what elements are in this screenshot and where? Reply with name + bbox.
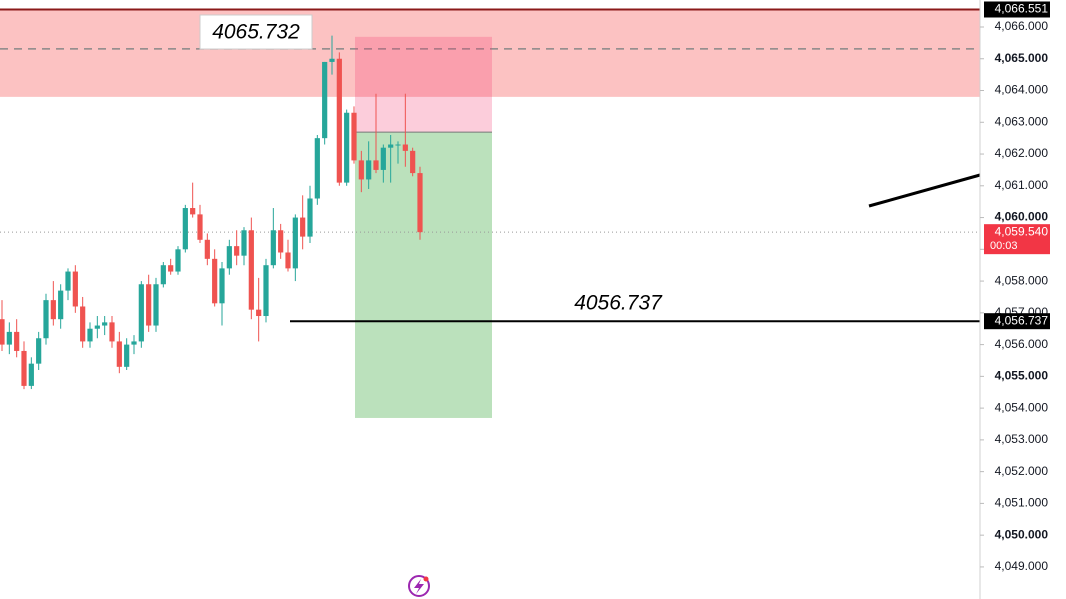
candle-body (80, 306, 86, 342)
price-label: 4,059.540 (995, 224, 1049, 238)
candle-body (336, 58, 342, 183)
y-tick-label: 4,051.000 (995, 496, 1049, 510)
candle-body (87, 328, 93, 342)
candle-body (131, 341, 137, 345)
annotation-box (199, 14, 313, 50)
candle-body (417, 173, 423, 233)
y-tick-label: 4,060.000 (995, 210, 1049, 224)
candle-body (314, 138, 320, 199)
stop-zone (355, 36, 492, 133)
candle-body (395, 144, 401, 146)
candle-body (43, 300, 49, 339)
y-tick-label: 4,053.000 (995, 432, 1049, 446)
price-label-box (984, 224, 1050, 255)
candle-body (278, 230, 284, 253)
candle-body (124, 344, 130, 367)
candle-body (160, 265, 166, 285)
candle-body (263, 265, 269, 317)
candle-body (109, 322, 115, 342)
candle-body (28, 363, 34, 386)
candle-body (21, 350, 27, 386)
candle-body (380, 147, 386, 170)
candle-body (219, 268, 225, 304)
candle-body (241, 230, 247, 256)
y-tick-label: 4,052.000 (995, 464, 1049, 478)
y-tick-label: 4,064.000 (995, 83, 1049, 97)
target-zone (355, 132, 492, 418)
candle-body (373, 160, 379, 170)
candle-body (285, 252, 291, 269)
candle-body (270, 230, 276, 266)
candle-body (234, 246, 240, 256)
y-tick-label: 4,062.000 (995, 146, 1049, 160)
price-label-box (984, 1, 1050, 18)
candle-body (212, 258, 218, 304)
candle-body (0, 319, 5, 345)
y-tick-label: 4,054.000 (995, 400, 1049, 414)
candle-body (256, 309, 262, 317)
candle-body (168, 265, 174, 272)
y-tick-label: 4,055.000 (995, 369, 1049, 383)
candle-body (322, 61, 328, 139)
annotation: 4056.737 (574, 292, 663, 315)
candle-body (182, 208, 188, 250)
candle-body (329, 58, 335, 62)
candle-body (226, 246, 232, 269)
y-tick-label: 4,063.000 (995, 114, 1049, 128)
candle-body (94, 325, 100, 329)
candle-body (292, 217, 298, 269)
candle-body (58, 290, 64, 320)
y-tick-label: 4,049.000 (995, 559, 1049, 573)
candle-body (6, 331, 12, 345)
candle-body (65, 271, 71, 291)
candle-body (175, 249, 181, 272)
candle-body (402, 144, 408, 151)
candle-body (366, 160, 372, 180)
trend-line (868, 173, 981, 208)
countdown: 00:03 (990, 240, 1018, 252)
candle-body (344, 112, 350, 183)
candle-body (358, 160, 364, 180)
candle-body (190, 208, 196, 215)
candle-body (138, 284, 144, 342)
candle-body (204, 239, 210, 259)
y-tick-label: 4,066.000 (995, 19, 1049, 33)
price-axis (980, 0, 1066, 599)
candle-body (248, 230, 254, 310)
candle-body (50, 300, 56, 320)
zone (0, 9, 980, 97)
price-label-box (984, 313, 1050, 330)
candle-body (197, 214, 203, 240)
y-tick-label: 4,065.000 (995, 51, 1049, 65)
candle-body (146, 284, 152, 326)
candle-body (116, 341, 122, 367)
candle-body (307, 198, 313, 237)
candle-body (388, 144, 394, 148)
price-label: 4,056.737 (995, 313, 1049, 327)
y-tick-label: 4,056.000 (995, 337, 1049, 351)
candle-body (300, 217, 306, 237)
candle-body (72, 271, 78, 307)
candle-body (36, 338, 42, 364)
candle-body (351, 112, 357, 161)
bolt-icon (408, 575, 430, 597)
candle-body (102, 322, 108, 326)
y-tick-label: 4,058.000 (995, 273, 1049, 287)
candle-body (410, 150, 416, 174)
price-label: 4,066.551 (995, 2, 1049, 16)
y-tick-label: 4,050.000 (995, 527, 1049, 541)
annotation: 4065.732 (212, 21, 300, 44)
candle-body (14, 331, 20, 351)
candle-body (153, 284, 159, 326)
y-tick-label: 4,061.000 (995, 178, 1049, 192)
